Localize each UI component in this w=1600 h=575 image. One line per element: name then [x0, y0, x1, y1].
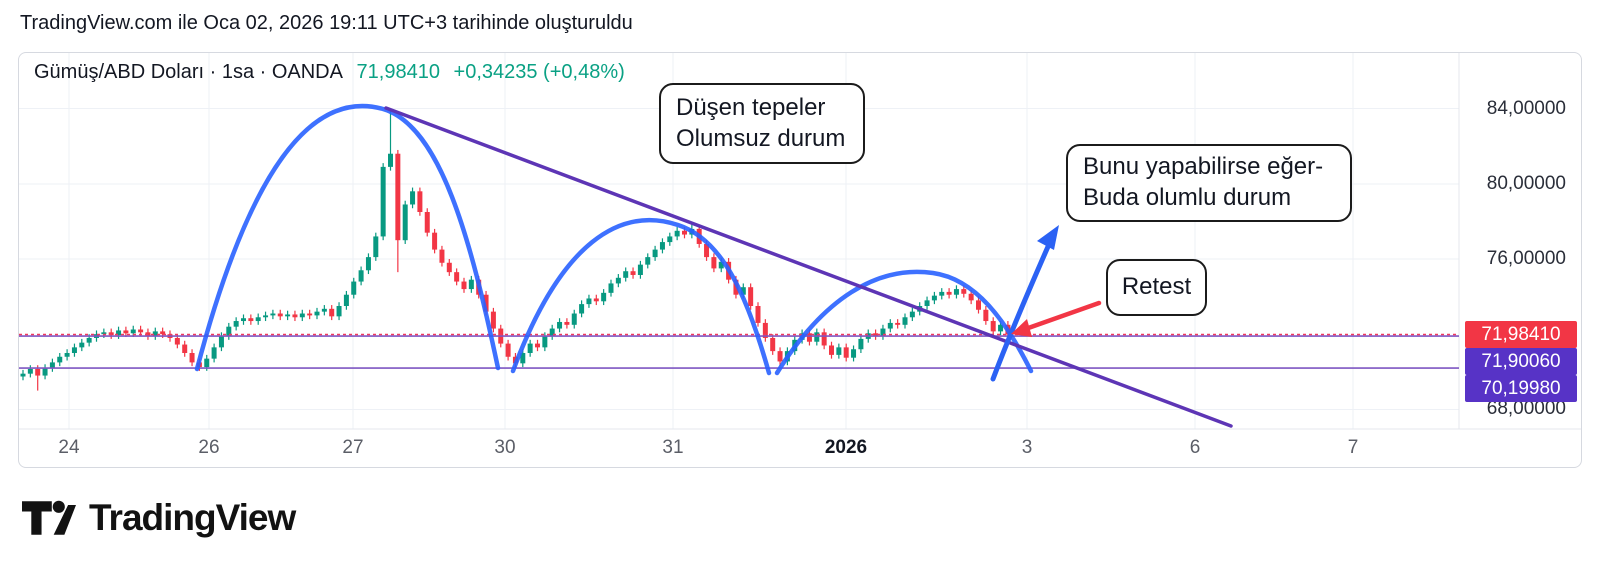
callout-retest-label: Retest: [1121, 273, 1192, 301]
price-label-71,90060: 71,90060: [1465, 348, 1577, 375]
price-chart-canvas[interactable]: [19, 53, 1581, 467]
x-tick-27[interactable]: 27: [342, 437, 364, 458]
chart-card: Gümüş/ABD Doları · 1sa · OANDA 71,98410 …: [18, 52, 1582, 468]
tradingview-logo-text: TradingView: [89, 497, 296, 538]
price-change: +0,34235 (+0,48%): [453, 61, 625, 83]
symbol-title[interactable]: Gümüş/ABD Doları · 1sa · OANDA: [34, 61, 343, 83]
arc-falling-top-1[interactable]: [194, 103, 501, 372]
last-price: 71,98410: [356, 61, 440, 83]
tradingview-logo[interactable]: TradingView: [22, 497, 296, 539]
callout-falling-tops-line1: Düşen tepeler: [676, 93, 826, 121]
x-tick-6[interactable]: 6: [1189, 437, 1201, 458]
retest-arrow-shaft[interactable]: [1014, 300, 1102, 335]
y-tick-68,00000[interactable]: 68,00000: [1486, 398, 1566, 420]
callout-retest[interactable]: Retest: [1106, 259, 1207, 316]
horizontal-price-lines[interactable]: [19, 333, 1459, 369]
tradingview-logo-icon: [22, 500, 76, 535]
chart-legend[interactable]: Gümüş/ABD Doları · 1sa · OANDA 71,98410 …: [34, 61, 625, 84]
x-tick-7[interactable]: 7: [1347, 437, 1359, 458]
callout-breakout-line2: Buda olumlu durum: [1083, 184, 1292, 211]
y-tick-76,00000[interactable]: 76,00000: [1486, 248, 1566, 269]
callout-breakout-line1: Bunu yapabilirse eğer-: [1083, 153, 1324, 181]
breakout-arrow-shaft[interactable]: [990, 230, 1057, 382]
candlestick-series: [20, 108, 1011, 391]
price-label-70,19980: 70,19980: [1465, 375, 1577, 402]
callout-breakout[interactable]: Bunu yapabilirse eğer- Buda olumlu durum: [1066, 144, 1352, 222]
breakout-arrow-head[interactable]: [1037, 225, 1059, 250]
callout-falling-tops[interactable]: Düşen tepeler Olumsuz durum: [659, 83, 865, 164]
arc-falling-top-2[interactable]: [510, 217, 772, 376]
time-axis[interactable]: 24 26 27 30 31 2026 3 6 7: [19, 430, 1459, 468]
x-tick-30[interactable]: 30: [494, 437, 516, 458]
y-tick-80,00000[interactable]: 80,00000: [1486, 172, 1566, 194]
descending-trendline[interactable]: [384, 106, 1233, 428]
x-tick-3[interactable]: 3: [1021, 437, 1033, 458]
x-tick-2026[interactable]: 2026: [824, 437, 868, 458]
attribution-text: TradingView.com ile Oca 02, 2026 19:11 U…: [20, 12, 633, 34]
x-tick-31[interactable]: 31: [662, 437, 684, 458]
x-tick-26[interactable]: 26: [198, 437, 220, 458]
y-tick-84,00000[interactable]: 84,00000: [1486, 97, 1566, 119]
arc-falling-top-3[interactable]: [774, 269, 1034, 376]
chart-drawings[interactable]: [194, 103, 1233, 428]
callout-falling-tops-line2: Olumsuz durum: [676, 124, 846, 152]
price-label-71,98410: 71,98410: [1465, 321, 1577, 348]
x-tick-24[interactable]: 24: [58, 437, 80, 458]
retest-arrow-head[interactable]: [1011, 319, 1032, 337]
